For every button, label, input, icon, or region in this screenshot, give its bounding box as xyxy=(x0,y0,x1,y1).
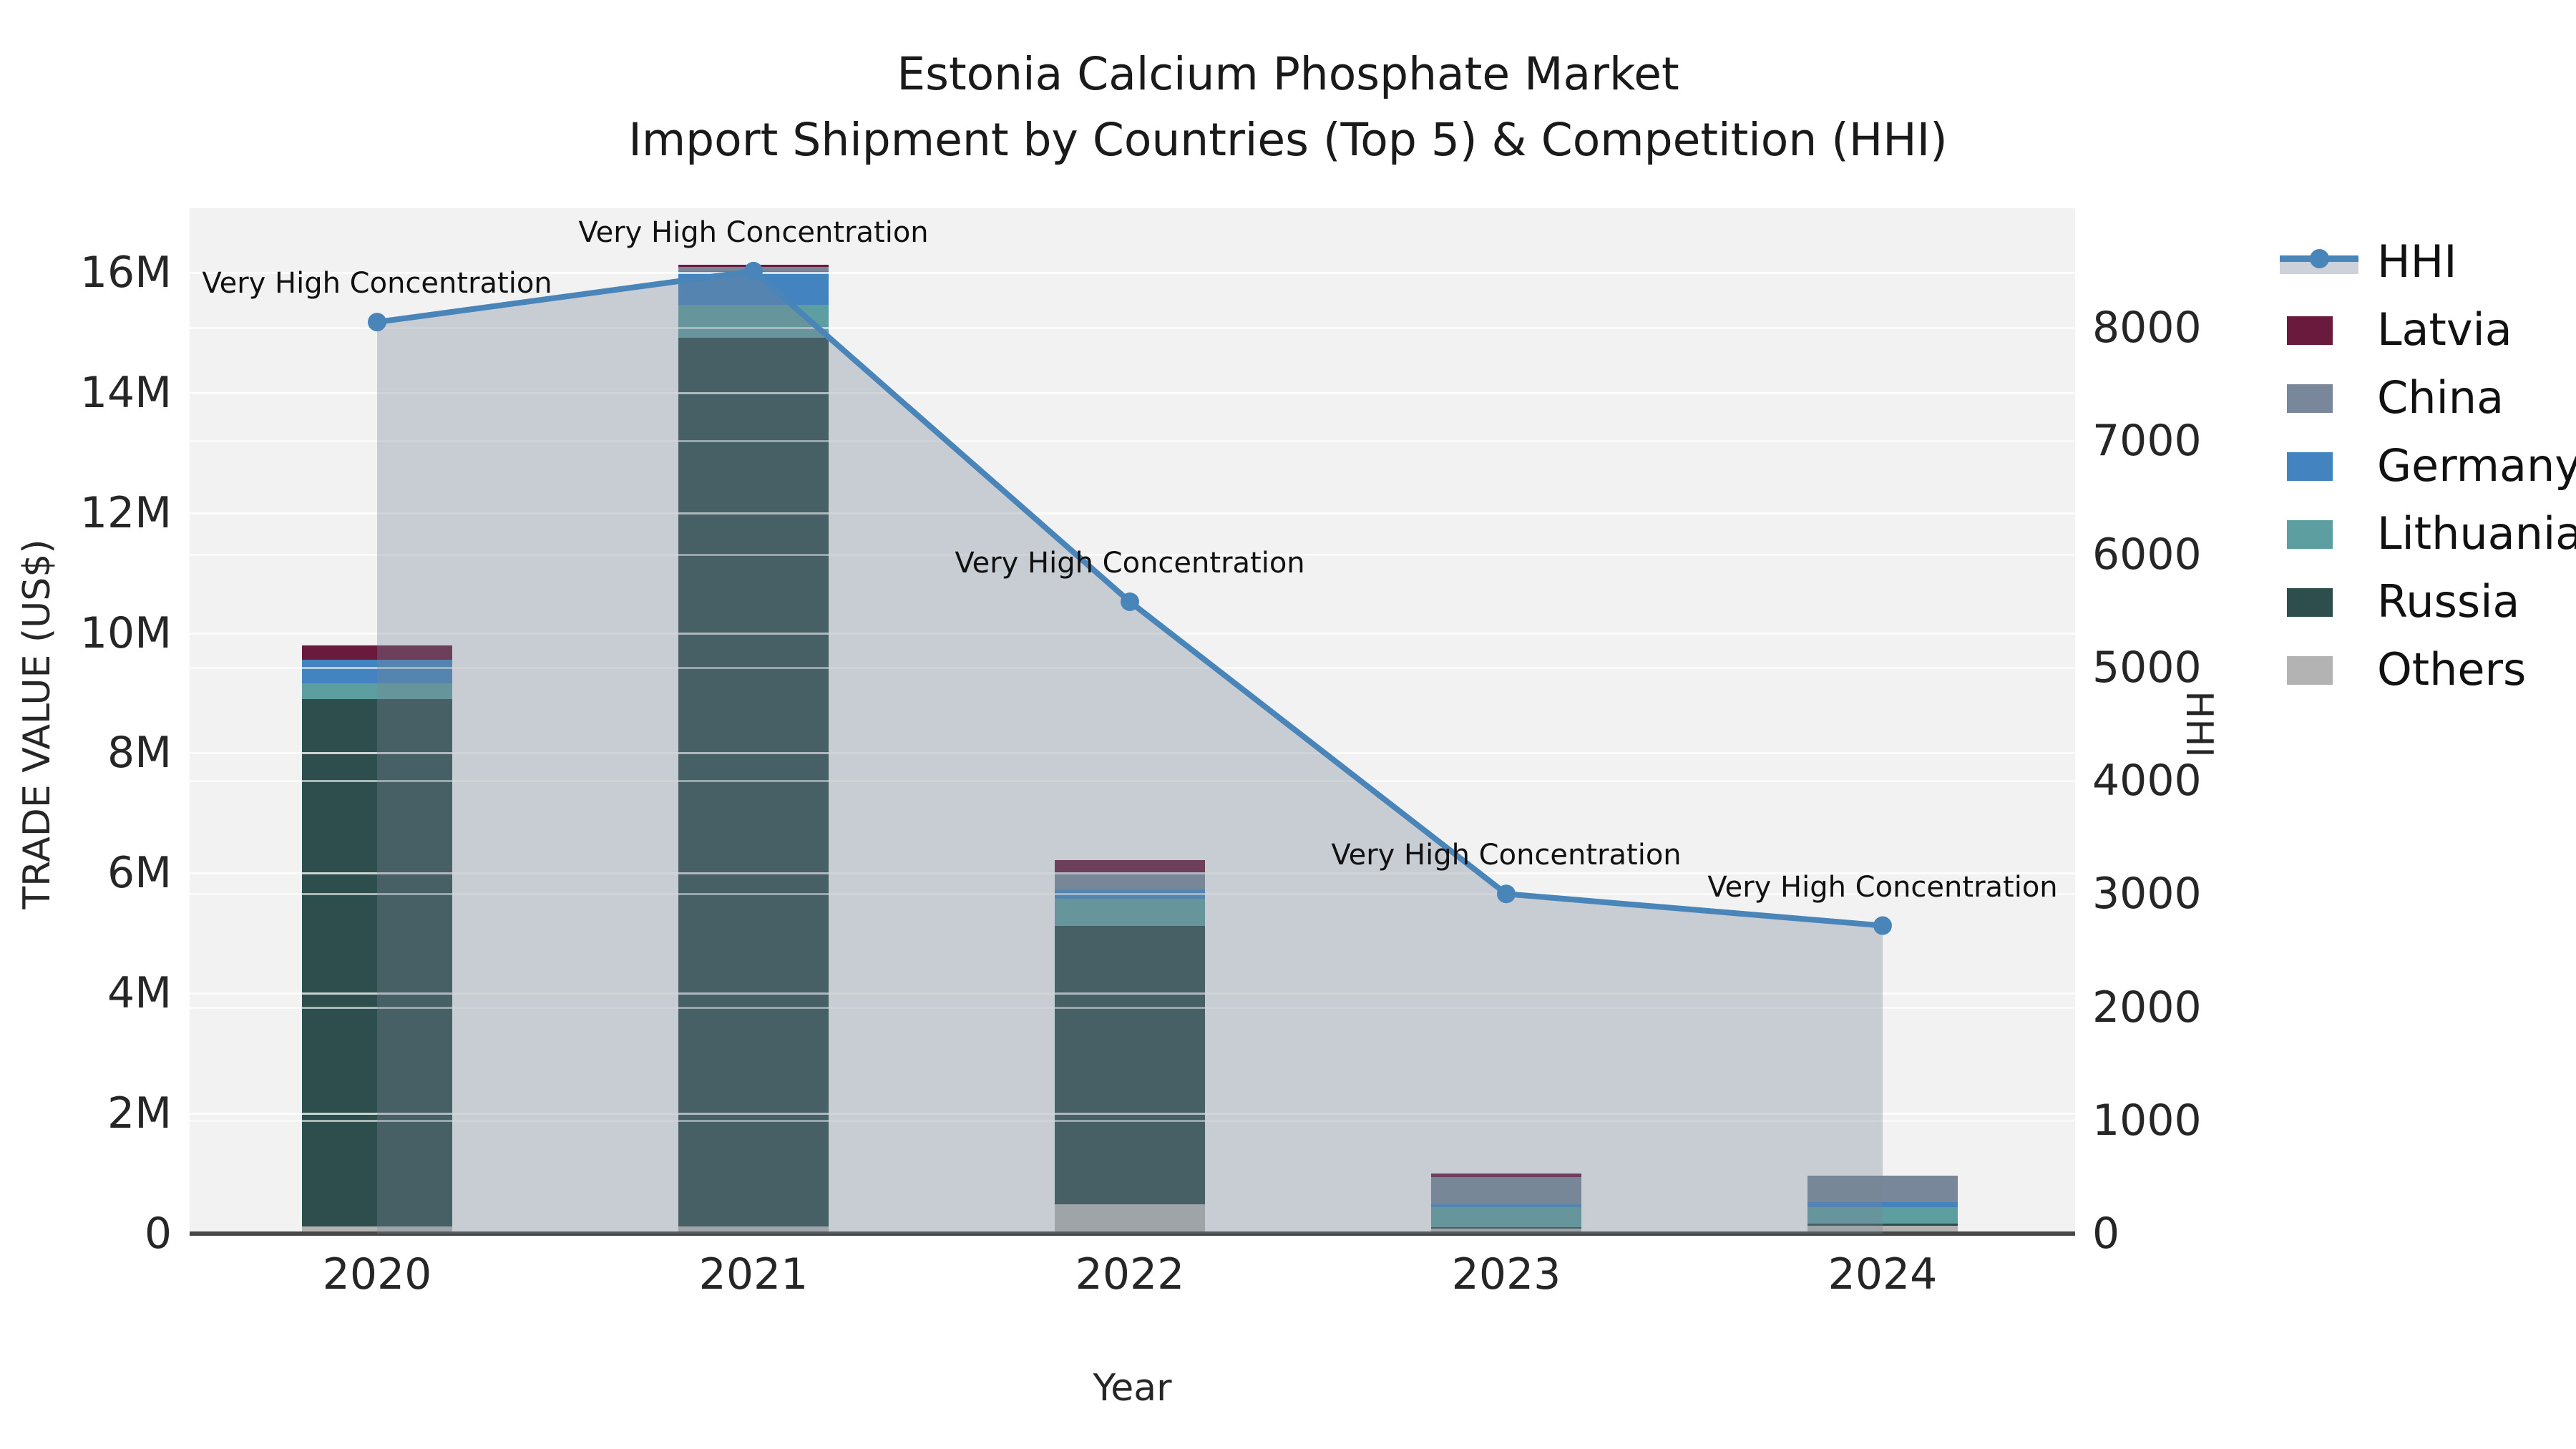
x-axis-line xyxy=(190,1231,2075,1236)
y-left-tick-12M: 12M xyxy=(79,487,172,538)
y-left-tick-0: 0 xyxy=(144,1209,172,1259)
bar-2021-lithuania xyxy=(678,305,829,338)
legend-label-germany: Germany xyxy=(2377,439,2576,492)
bar-2022-russia xyxy=(1055,926,1205,1204)
bar-2023-china xyxy=(1431,1177,1581,1204)
gridline-right-4000 xyxy=(190,780,2075,782)
bar-2020-lithuania xyxy=(302,683,452,699)
annotation-2020: Very High Concentration xyxy=(202,267,552,301)
bar-2024-others xyxy=(1807,1226,1958,1234)
y-left-tick-4M: 4M xyxy=(107,968,172,1019)
legend-swatch-russia xyxy=(2287,588,2333,617)
gridline-left-10M xyxy=(190,632,2075,635)
x-tick-2021: 2021 xyxy=(698,1249,809,1299)
x-tick-2020: 2020 xyxy=(322,1249,432,1299)
gridline-right-5000 xyxy=(190,666,2075,669)
y-right-tick-6000: 6000 xyxy=(2092,529,2202,580)
gridline-right-1000 xyxy=(190,1119,2075,1122)
legend-item-others: Others xyxy=(2280,645,2576,695)
legend-label-lithuania: Lithuania xyxy=(2377,507,2576,560)
chart-title-line1: Estonia Calcium Phosphate Market xyxy=(897,48,1679,100)
y-right-tick-8000: 8000 xyxy=(2092,303,2202,353)
bar-2020-others xyxy=(302,1226,452,1234)
bar-2022-latvia xyxy=(1055,859,1205,874)
gridline-left-4M xyxy=(190,992,2075,995)
bar-2020-russia xyxy=(302,698,452,1226)
annotation-2023: Very High Concentration xyxy=(1331,839,1682,872)
annotation-2024: Very High Concentration xyxy=(1707,870,2058,904)
bar-2020-latvia xyxy=(302,645,452,660)
bar-2022-china xyxy=(1055,874,1205,889)
y-right-tick-4000: 4000 xyxy=(2092,756,2202,806)
annotation-2022: Very High Concentration xyxy=(955,546,1305,580)
gridline-left-8M xyxy=(190,752,2075,755)
gridline-left-14M xyxy=(190,391,2075,394)
y-axis-left-label: TRADE VALUE (US$) xyxy=(16,539,59,909)
bar-2024-germany xyxy=(1807,1201,1958,1208)
y-right-tick-1000: 1000 xyxy=(2092,1095,2202,1146)
legend-item-hhi: HHI xyxy=(2280,237,2576,287)
legend-label-latvia: Latvia xyxy=(2377,303,2512,356)
bar-2023-others xyxy=(1431,1229,1581,1234)
bar-2024-russia xyxy=(1807,1223,1958,1226)
legend-swatch-china xyxy=(2287,384,2333,413)
bar-2023-russia xyxy=(1431,1226,1581,1229)
legend-item-russia: Russia xyxy=(2280,577,2576,627)
legend-swatch-others xyxy=(2287,656,2333,685)
bar-2021-latvia xyxy=(678,265,829,267)
y-right-tick-2000: 2000 xyxy=(2092,982,2202,1033)
bar-2021-china xyxy=(678,266,829,272)
y-left-tick-16M: 16M xyxy=(79,247,172,298)
legend-hhi-marker-icon xyxy=(2310,249,2329,268)
y-right-tick-3000: 3000 xyxy=(2092,869,2202,919)
y-left-tick-14M: 14M xyxy=(79,367,172,418)
legend-item-latvia: Latvia xyxy=(2280,305,2576,355)
bar-2023-germany xyxy=(1431,1204,1581,1208)
bar-2022-others xyxy=(1055,1204,1205,1234)
y-left-tick-6M: 6M xyxy=(107,848,172,899)
legend-swatch-latvia xyxy=(2287,316,2333,345)
legend-label-russia: Russia xyxy=(2377,575,2520,628)
y-right-tick-7000: 7000 xyxy=(2092,416,2202,467)
chart-title-line2: Import Shipment by Countries (Top 5) & C… xyxy=(628,114,1948,166)
bar-2021-germany xyxy=(678,271,829,306)
y-right-tick-0: 0 xyxy=(2092,1209,2120,1259)
gridline-left-2M xyxy=(190,1113,2075,1116)
y-left-tick-8M: 8M xyxy=(107,728,172,779)
x-tick-2024: 2024 xyxy=(1828,1249,1938,1299)
gridline-right-7000 xyxy=(190,440,2075,443)
bar-2024-lithuania xyxy=(1807,1207,1958,1224)
legend-label-china: China xyxy=(2377,371,2504,424)
legend-label-others: Others xyxy=(2377,643,2527,696)
bar-2023-lithuania xyxy=(1431,1207,1581,1227)
annotation-2021: Very High Concentration xyxy=(578,215,929,249)
legend-item-china: China xyxy=(2280,373,2576,423)
legend-swatch-lithuania xyxy=(2287,520,2333,549)
gridline-left-12M xyxy=(190,512,2075,514)
y-left-tick-10M: 10M xyxy=(79,608,172,658)
legend-label-hhi: HHI xyxy=(2377,235,2457,288)
x-tick-2022: 2022 xyxy=(1075,1249,1185,1299)
gridline-right-8000 xyxy=(190,327,2075,329)
gridline-right-2000 xyxy=(190,1006,2075,1009)
legend-item-germany: Germany xyxy=(2280,441,2576,491)
bar-2020-germany xyxy=(302,660,452,684)
y-left-tick-2M: 2M xyxy=(107,1088,172,1139)
legend-swatch-germany xyxy=(2287,452,2333,481)
bar-2022-lithuania xyxy=(1055,899,1205,927)
bar-2024-china xyxy=(1807,1175,1958,1202)
x-tick-2023: 2023 xyxy=(1451,1249,1561,1299)
y-axis-right-label: HHI xyxy=(2177,691,2220,758)
legend-item-lithuania: Lithuania xyxy=(2280,509,2576,559)
bar-2023-latvia xyxy=(1431,1174,1581,1178)
x-axis-label: Year xyxy=(1093,1367,1172,1410)
bar-2021-others xyxy=(678,1226,829,1234)
y-right-tick-5000: 5000 xyxy=(2092,642,2202,693)
